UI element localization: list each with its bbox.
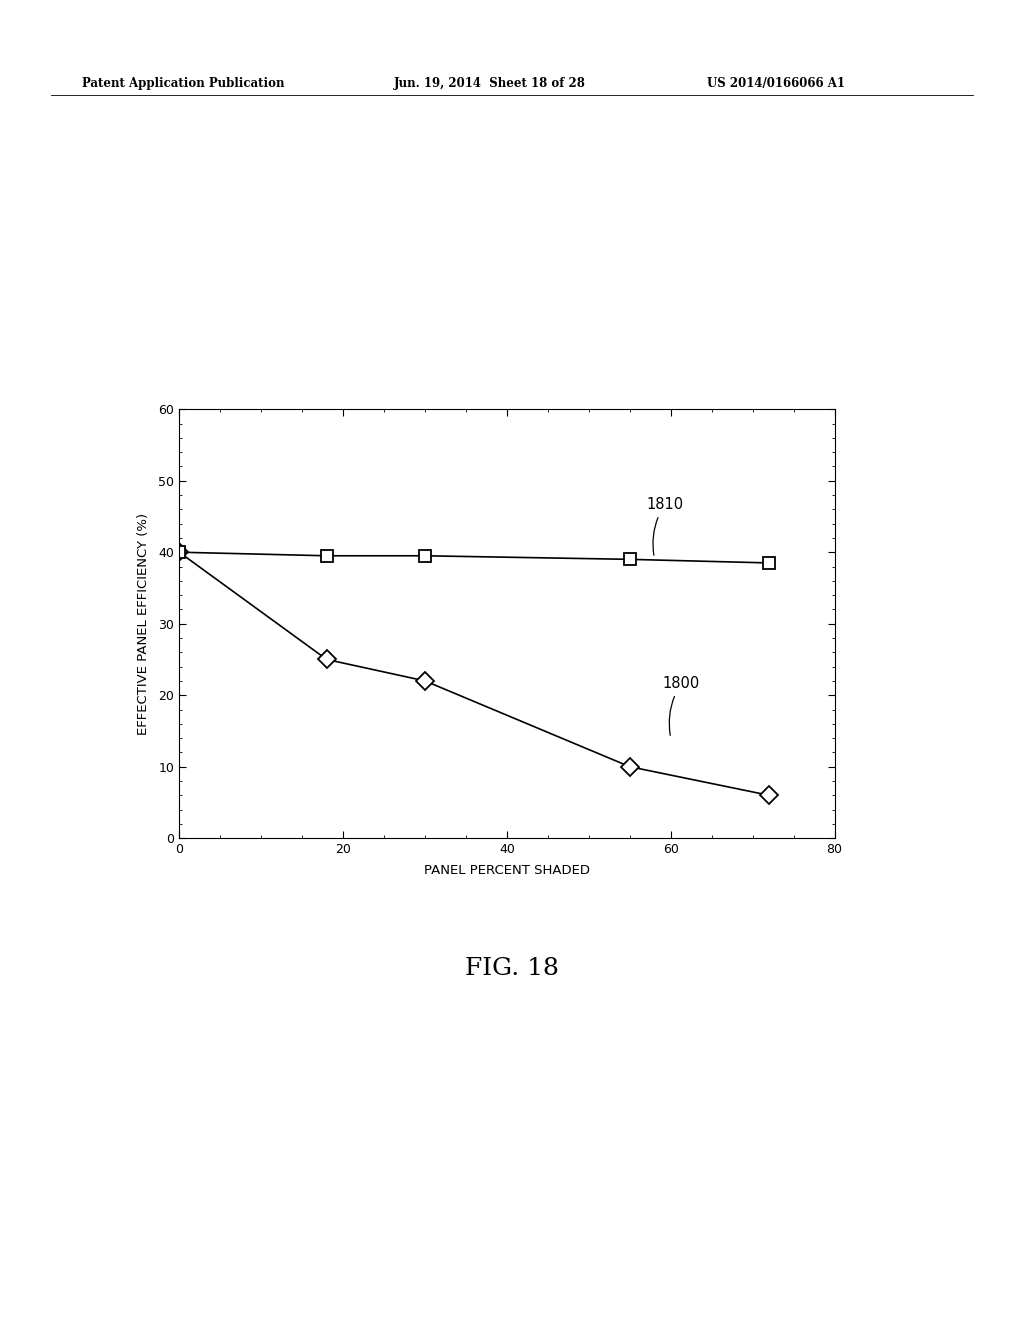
Text: US 2014/0166066 A1: US 2014/0166066 A1 xyxy=(707,77,845,90)
Text: 1810: 1810 xyxy=(646,498,683,556)
Text: FIG. 18: FIG. 18 xyxy=(465,957,559,979)
X-axis label: PANEL PERCENT SHADED: PANEL PERCENT SHADED xyxy=(424,865,590,878)
Text: Jun. 19, 2014  Sheet 18 of 28: Jun. 19, 2014 Sheet 18 of 28 xyxy=(394,77,586,90)
Y-axis label: EFFECTIVE PANEL EFFICIENCY (%): EFFECTIVE PANEL EFFICIENCY (%) xyxy=(137,512,150,735)
Text: 1800: 1800 xyxy=(663,676,699,735)
Text: Patent Application Publication: Patent Application Publication xyxy=(82,77,285,90)
